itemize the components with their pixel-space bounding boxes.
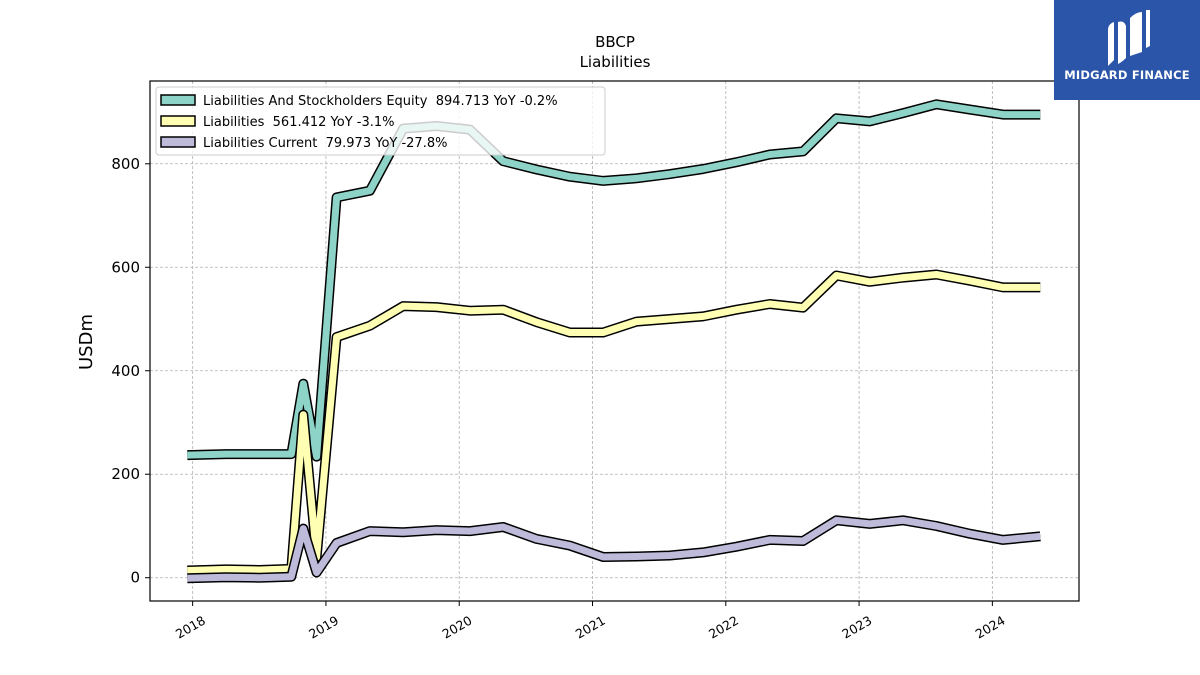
chart-title: BBCP	[595, 33, 635, 51]
plot-frame	[149, 80, 1080, 602]
legend-swatch-1	[160, 115, 196, 127]
legend-box	[155, 86, 606, 156]
series-line-0	[187, 100, 1041, 461]
legend-swatch-2	[160, 136, 196, 148]
brand-logo: MIDGARD FINANCE	[1054, 0, 1200, 100]
legend-label-0: Liabilities And Stockholders Equity 894.…	[203, 94, 558, 109]
midgard-logo-icon	[1108, 10, 1150, 66]
x-tick-label: 2019	[306, 613, 341, 642]
brand-name: MIDGARD FINANCE	[1064, 68, 1190, 82]
y-tick-label: 400	[111, 362, 140, 380]
legend-swatch-0	[160, 94, 196, 106]
y-axis-label: USDm	[76, 314, 97, 370]
series-lines	[187, 99, 1041, 584]
x-tick-label: 2024	[973, 613, 1008, 642]
x-tick-label: 2018	[173, 613, 208, 642]
legend-label-2: Liabilities Current 79.973 YoY -27.8%	[203, 136, 447, 151]
y-tick-label: 800	[111, 155, 140, 173]
y-tick-label: 600	[111, 258, 140, 276]
series-line-1	[187, 271, 1041, 574]
series-line-2	[187, 516, 1041, 582]
x-tick-label: 2022	[706, 613, 741, 642]
y-tick-label: 200	[111, 465, 140, 483]
x-tick-label: 2021	[573, 613, 608, 642]
y-tick-label: 0	[130, 569, 140, 587]
x-tick-label: 2020	[439, 613, 474, 642]
chart-subtitle: Liabilities	[580, 53, 651, 71]
x-tick-label: 2023	[839, 613, 874, 642]
legend: Liabilities And Stockholders Equity 894.…	[155, 86, 606, 156]
legend-label-1: Liabilities 561.412 YoY -3.1%	[203, 115, 395, 130]
